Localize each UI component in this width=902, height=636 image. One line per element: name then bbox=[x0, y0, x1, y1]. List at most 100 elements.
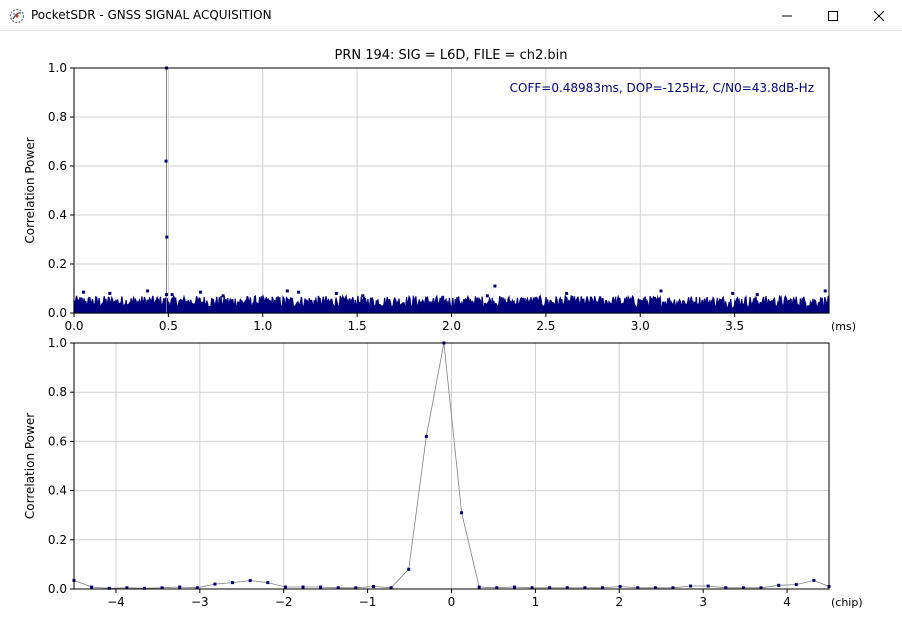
x-axis-label: (ms) bbox=[831, 320, 856, 333]
chart-title: PRN 194: SIG = L6D, FILE = ch2.bin bbox=[335, 48, 568, 63]
y-tick-label: 0.6 bbox=[48, 434, 67, 448]
y-tick-label: 0.0 bbox=[48, 582, 67, 596]
data-point bbox=[741, 586, 745, 590]
x-axis-label: (chip) bbox=[831, 596, 863, 609]
noise-floor-fill bbox=[73, 293, 830, 314]
plot-area: PRN 194: SIG = L6D, FILE = ch2.bin 0.0 0.… bbox=[0, 31, 902, 632]
x-tick-label: −1 bbox=[359, 595, 377, 609]
x-tick-label: 3.5 bbox=[725, 319, 744, 333]
y-tick-label: 0.2 bbox=[48, 257, 67, 271]
data-point bbox=[823, 289, 827, 293]
data-point bbox=[334, 291, 338, 295]
y-tick-label: 1.0 bbox=[48, 61, 67, 75]
data-point bbox=[618, 585, 622, 589]
data-point bbox=[731, 291, 735, 295]
data-point bbox=[125, 586, 129, 590]
data-point bbox=[407, 567, 411, 571]
data-point bbox=[485, 294, 489, 298]
x-tick-label: 0.0 bbox=[64, 319, 83, 333]
data-point bbox=[165, 235, 169, 239]
x-tick-label: 1.0 bbox=[253, 319, 272, 333]
data-point bbox=[81, 290, 85, 294]
data-series bbox=[72, 341, 831, 590]
grid bbox=[74, 343, 829, 589]
data-point bbox=[266, 581, 270, 585]
title-bar: PocketSDR - GNSS SIGNAL ACQUISITION bbox=[0, 0, 902, 31]
data-point bbox=[301, 585, 305, 589]
x-tick-label: 2.0 bbox=[442, 319, 461, 333]
y-tick-label: 0.6 bbox=[48, 159, 67, 173]
data-point bbox=[759, 586, 763, 590]
data-point bbox=[170, 293, 174, 297]
data-point bbox=[361, 294, 365, 298]
data-point bbox=[653, 586, 657, 590]
data-point bbox=[283, 585, 287, 589]
data-point bbox=[493, 284, 497, 288]
data-series bbox=[81, 66, 827, 313]
data-point bbox=[90, 585, 94, 589]
acquisition-result-annotation: COFF=0.48983ms, DOP=-125Hz, C/N0=43.8dB-… bbox=[510, 81, 814, 95]
y-tick-label: 1.0 bbox=[48, 336, 67, 350]
y-tick-label: 0.4 bbox=[48, 208, 67, 222]
data-point bbox=[297, 290, 301, 294]
tick-labels: −4 −3 −2 −1 0 1 2 3 4 0.0 0.2 0.4 0.6 0.8 1.0 bbox=[48, 336, 791, 609]
tick-labels: 0.0 0.5 1.0 1.5 2.0 2.5 3.0 3.5 0.0 0.2 0.4 0.6 0.8 1… bbox=[48, 61, 744, 333]
data-point bbox=[248, 579, 252, 583]
close-icon bbox=[874, 10, 884, 21]
data-point bbox=[706, 584, 710, 588]
grid bbox=[74, 68, 829, 313]
data-point bbox=[142, 586, 146, 590]
maximize-button[interactable] bbox=[810, 0, 856, 31]
y-tick-label: 0.4 bbox=[48, 484, 67, 498]
data-point bbox=[512, 585, 516, 589]
window-title: PocketSDR - GNSS SIGNAL ACQUISITION bbox=[31, 8, 272, 22]
data-point bbox=[671, 586, 675, 590]
data-point bbox=[530, 586, 534, 590]
data-point bbox=[213, 582, 217, 586]
data-point bbox=[565, 586, 569, 590]
x-tick-label: 3.0 bbox=[631, 319, 650, 333]
minimize-button[interactable] bbox=[764, 0, 810, 31]
minimize-icon bbox=[782, 11, 792, 21]
x-tick-label: 3 bbox=[699, 595, 707, 609]
data-point bbox=[107, 586, 111, 590]
y-tick-label: 0.2 bbox=[48, 533, 67, 547]
data-point bbox=[231, 581, 235, 585]
data-point bbox=[565, 291, 569, 295]
data-point bbox=[164, 159, 168, 163]
data-point bbox=[195, 586, 199, 590]
data-point bbox=[221, 294, 225, 298]
x-tick-label: 1 bbox=[532, 595, 540, 609]
data-point bbox=[389, 586, 393, 590]
data-point bbox=[460, 511, 464, 515]
data-point bbox=[689, 584, 693, 588]
x-tick-label: −3 bbox=[191, 595, 209, 609]
correlation-code-plot: −4 −3 −2 −1 0 1 2 3 4 0.0 0.2 0.4 0.6 0.8 1.0 (chip) C… bbox=[23, 336, 863, 609]
y-tick-label: 0.8 bbox=[48, 110, 67, 124]
x-tick-label: −2 bbox=[275, 595, 293, 609]
close-button[interactable] bbox=[856, 0, 902, 31]
x-tick-label: 2 bbox=[615, 595, 623, 609]
x-tick-label: 0 bbox=[448, 595, 456, 609]
x-tick-label: 4 bbox=[783, 595, 791, 609]
data-point bbox=[583, 586, 587, 590]
x-tick-label: −4 bbox=[107, 595, 125, 609]
y-tick-label: 0.0 bbox=[48, 306, 67, 320]
data-point bbox=[659, 289, 663, 293]
data-point bbox=[812, 578, 816, 582]
data-point bbox=[160, 586, 164, 590]
data-point bbox=[477, 585, 481, 589]
data-point bbox=[601, 586, 604, 590]
data-point bbox=[164, 293, 168, 297]
data-point bbox=[495, 586, 499, 590]
correlation-time-plot: 0.0 0.5 1.0 1.5 2.0 2.5 3.0 3.5 0.0 0.2 0.4 0.6 0.8 1… bbox=[23, 61, 856, 333]
data-point bbox=[794, 583, 798, 587]
series-line bbox=[73, 342, 830, 589]
y-tick-label: 0.8 bbox=[48, 385, 67, 399]
x-tick-label: 1.5 bbox=[348, 319, 367, 333]
data-point bbox=[636, 586, 640, 590]
data-point bbox=[548, 586, 552, 590]
satellite-dish-icon bbox=[9, 8, 25, 24]
data-point bbox=[319, 585, 323, 589]
data-point bbox=[146, 289, 150, 293]
